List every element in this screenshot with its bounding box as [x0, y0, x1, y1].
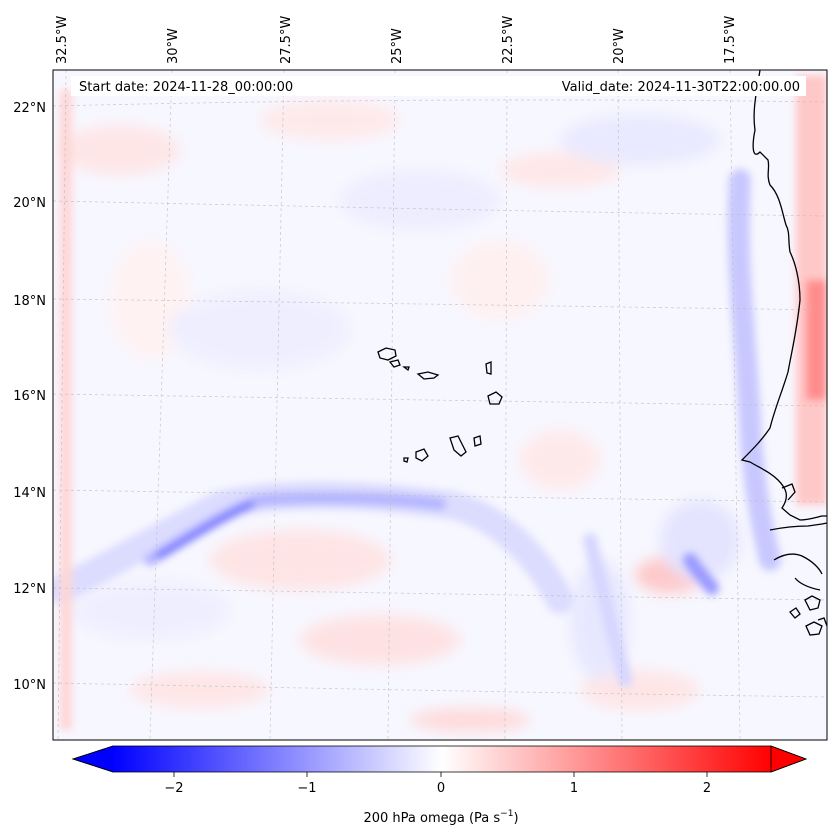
colorbar-extend-right — [770, 745, 808, 773]
colorbar-label-main: 200 hPa omega (Pa s — [363, 811, 500, 826]
start-date-label: Start date: 2024-11-28_00:00:00 — [79, 80, 293, 95]
map-border — [52, 69, 828, 741]
colorbar-outline — [71, 745, 808, 773]
lat-tick-label: 12°N — [13, 582, 46, 597]
lon-tick-label: 17.5°W — [723, 16, 738, 64]
lat-tick-label: 10°N — [13, 678, 46, 693]
island-brava — [403, 457, 409, 463]
colorbar-ticks — [173, 772, 708, 777]
colorbar-tick-label: 0 — [437, 781, 445, 796]
cape-verde-islands — [377, 347, 503, 463]
lat-tick-label: 18°N — [13, 294, 46, 309]
colorbar-tick-label: −2 — [164, 781, 183, 796]
island-sao-vicente — [388, 359, 401, 368]
lon-tick-label: 30°W — [166, 28, 181, 64]
lon-tick-label: 25°W — [390, 28, 405, 64]
colorbar-label-close: ) — [513, 811, 518, 826]
lon-tick-label: 22.5°W — [501, 16, 516, 64]
island-sal — [485, 361, 492, 375]
colorbar-tick-label: 1 — [570, 781, 578, 796]
island-santo-antao — [377, 347, 397, 361]
lon-tick-label: 32.5°W — [55, 16, 70, 64]
island-santa-luzia — [402, 366, 410, 372]
african-coastline — [740, 70, 827, 636]
omega-blue-band — [53, 169, 781, 687]
lat-tick-labels: 22°N 20°N 18°N 16°N 14°N 12°N 10°N — [13, 101, 46, 693]
colorbar-tick-label: −1 — [297, 781, 316, 796]
colorbar-extend-left — [71, 745, 114, 773]
lon-tick-labels: 32.5°W 30°W 27.5°W 25°W 22.5°W 20°W 17.5… — [55, 16, 738, 64]
lon-tick-label: 20°W — [612, 28, 627, 64]
colorbar-label: 200 hPa omega (Pa s−1) — [363, 809, 518, 826]
lat-tick-label: 22°N — [13, 101, 46, 116]
colorbar-label-exponent: −1 — [500, 809, 513, 819]
island-fogo — [415, 448, 429, 462]
island-maio — [473, 435, 482, 447]
date-info-box — [71, 76, 806, 96]
island-santiago — [449, 435, 467, 457]
lon-tick-label: 27.5°W — [279, 16, 294, 64]
lat-tick-label: 20°N — [13, 196, 46, 211]
colorbar-tick-label: 2 — [703, 781, 711, 796]
colorbar: −2 −1 0 1 2 200 hPa omega (Pa s−1) — [71, 745, 808, 826]
island-sao-nicolau — [416, 371, 440, 380]
omega-field — [60, 100, 740, 732]
gridlines — [53, 70, 827, 740]
lat-tick-label: 16°N — [13, 389, 46, 404]
island-boa-vista — [487, 391, 503, 405]
valid-date-label: Valid_date: 2024-11-30T22:00:00.00 — [562, 80, 800, 95]
map-panel: Start date: 2024-11-28_00:00:00 Valid_da… — [53, 70, 827, 740]
colorbar-body — [112, 746, 772, 772]
lat-tick-label: 14°N — [13, 486, 46, 501]
omega-red-edge — [60, 75, 827, 730]
